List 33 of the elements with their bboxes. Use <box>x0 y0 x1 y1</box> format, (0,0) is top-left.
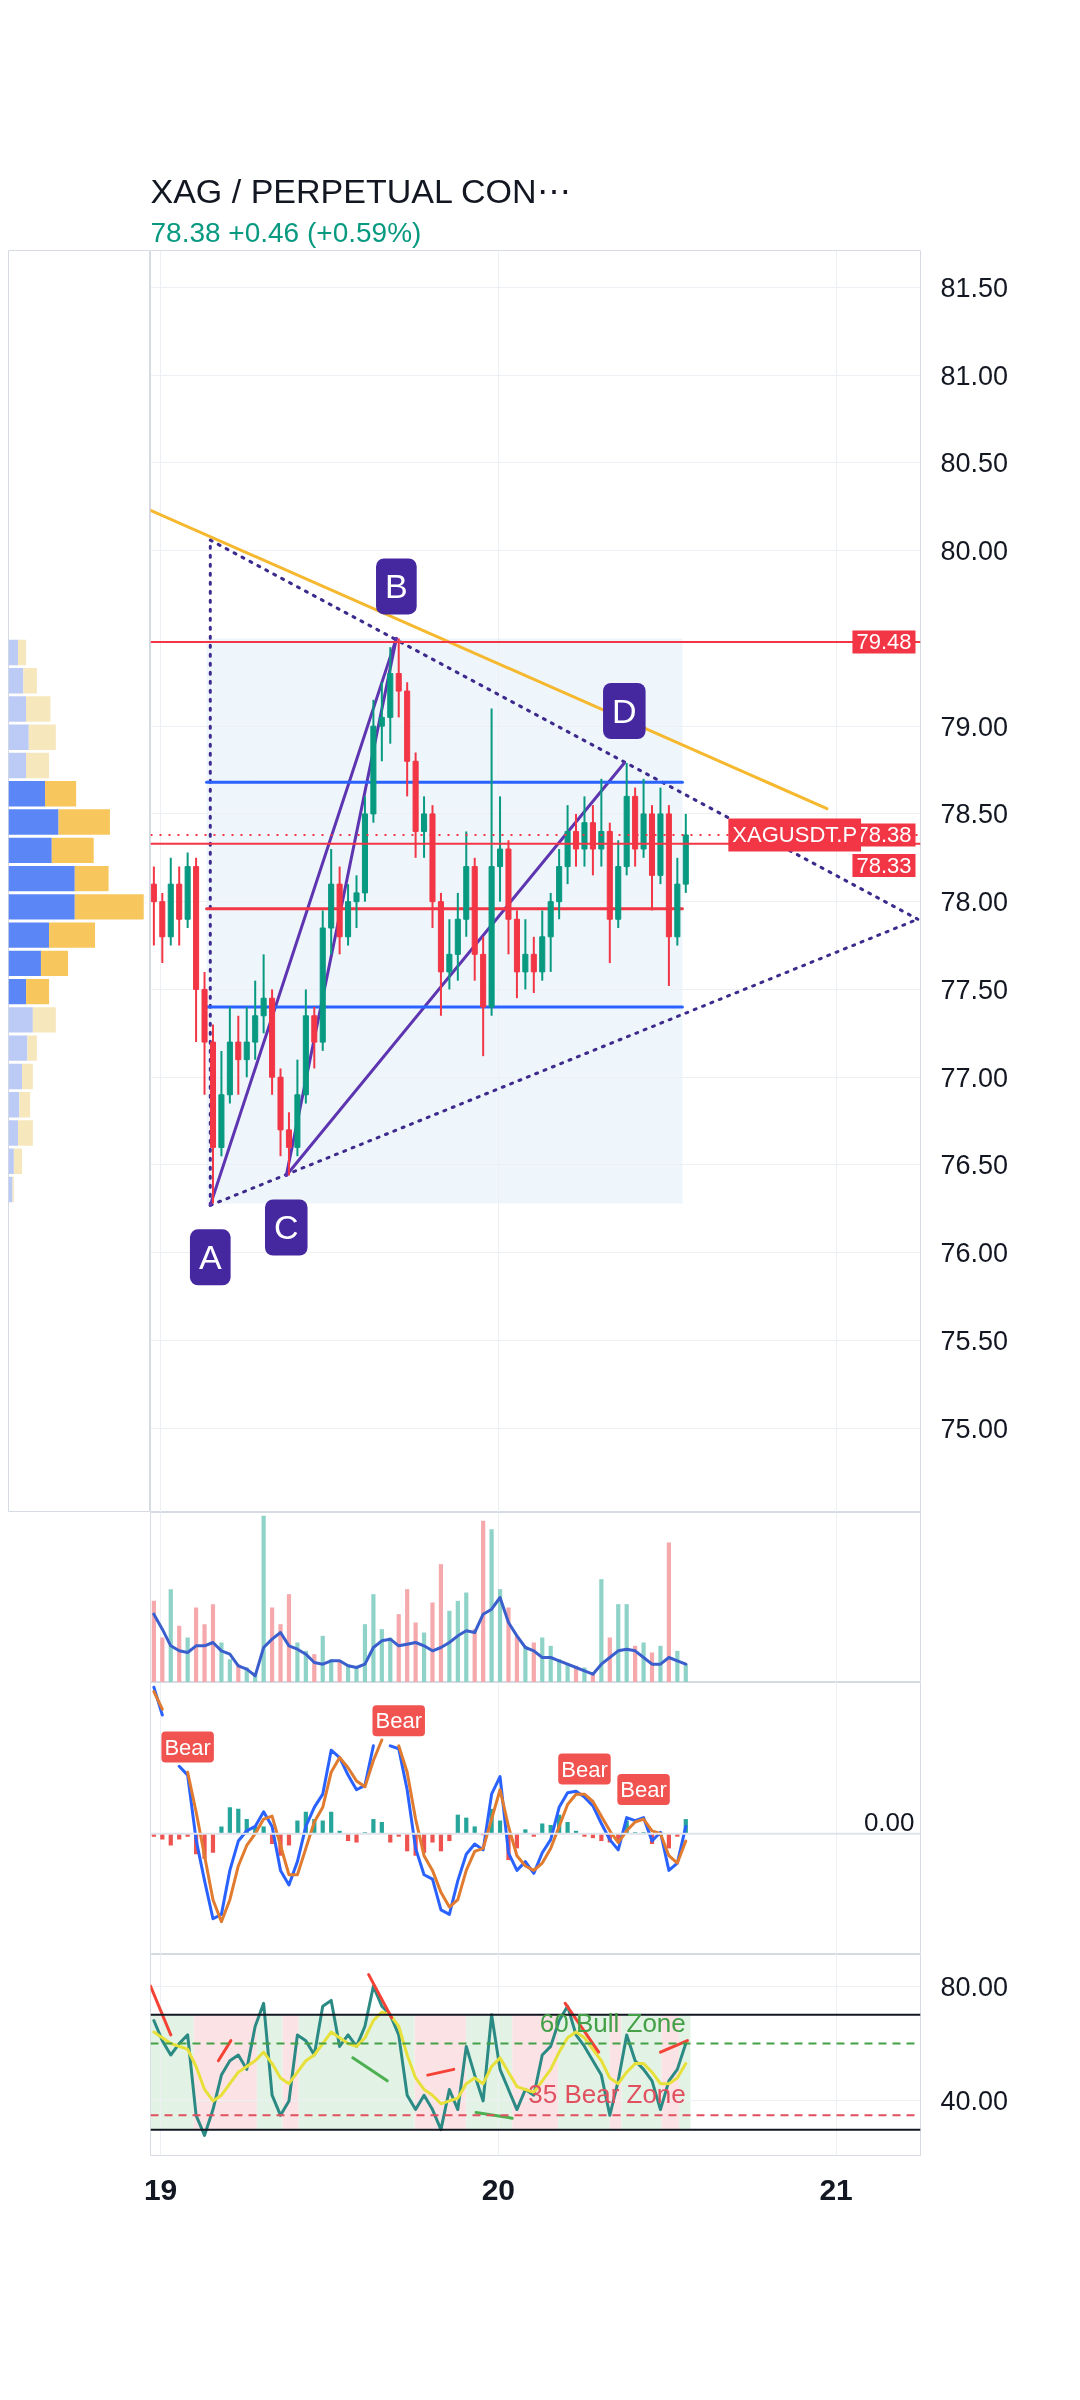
annotation: Bear <box>561 1756 608 1782</box>
chart-subtitle: 78.38 +0.46 (+0.59%) <box>150 216 422 248</box>
y-tick-label: 76.50 <box>940 1150 1009 1181</box>
annotation: Bear <box>164 1734 211 1760</box>
annotation: A <box>198 1238 222 1277</box>
y-tick-label: 77.50 <box>940 974 1009 1005</box>
y-tick-label: 81.50 <box>940 272 1009 303</box>
legend-label: 78.33 <box>856 852 912 878</box>
annotation: D <box>612 692 637 731</box>
y-tick-label: 78.00 <box>940 887 1009 918</box>
y-tick-label: 81.00 <box>940 360 1009 391</box>
annotation: Bear <box>375 1708 422 1734</box>
y-tick-label: 79.00 <box>940 711 1009 742</box>
y-tick-label: 75.50 <box>940 1325 1009 1356</box>
y-tick-label: 78.50 <box>940 799 1009 830</box>
y-tick-label: 76.00 <box>940 1238 1009 1269</box>
x-tick-label: 21 <box>819 2172 853 2206</box>
annotation: C <box>273 1208 299 1247</box>
y-tick-label: 77.00 <box>940 1062 1009 1093</box>
y-tick-label: 80.50 <box>940 448 1009 479</box>
x-tick-label: 19 <box>143 2172 178 2206</box>
annotation: Bear <box>620 1777 667 1803</box>
y-tick-label: 80.00 <box>940 536 1009 567</box>
ref-line-label: 78.38 <box>856 822 912 848</box>
annotation: B <box>385 567 408 606</box>
annotation: XAGUSDT.P <box>732 822 858 848</box>
y-tick-label: 75.00 <box>940 1413 1009 1444</box>
y-tick-label: 40.00 <box>940 2086 1009 2117</box>
y-tick-label: 80.00 <box>940 1971 1009 2002</box>
ref-line-label: 79.48 <box>856 629 912 655</box>
x-tick-label: 20 <box>481 2172 516 2206</box>
chart-title: XAG / PERPETUAL CON⋯ <box>150 171 571 210</box>
ref-line-label: 0.00 <box>863 1806 915 1837</box>
